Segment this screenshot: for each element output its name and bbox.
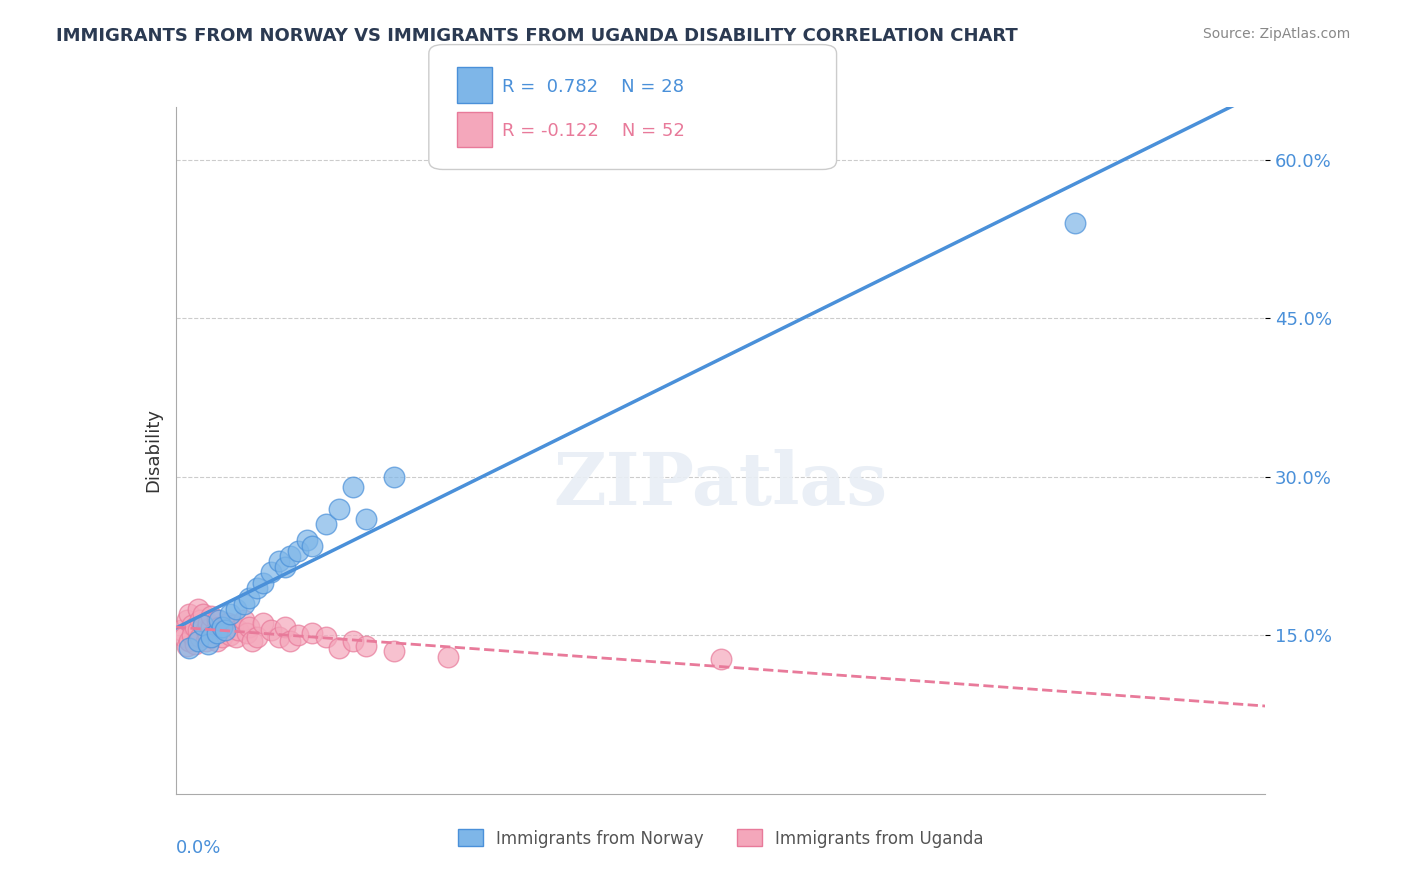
Point [194, 623, 217, 637]
Point [188, 613, 211, 627]
Point [191, 617, 214, 632]
Point [278, 633, 301, 648]
Point [211, 631, 233, 645]
Point [214, 623, 236, 637]
Point [274, 559, 297, 574]
Point [295, 533, 318, 548]
Point [301, 539, 323, 553]
Point [197, 637, 219, 651]
Point [274, 620, 297, 634]
Point [186, 633, 209, 648]
Point [246, 581, 269, 595]
Text: R =  0.782    N = 28: R = 0.782 N = 28 [502, 78, 683, 95]
Point [287, 628, 309, 642]
Text: 0.0%: 0.0% [176, 838, 221, 856]
Point [260, 565, 283, 579]
Point [184, 637, 207, 651]
Point [382, 644, 405, 658]
Point [179, 641, 201, 656]
Y-axis label: Disability: Disability [143, 409, 162, 492]
Point [181, 617, 204, 632]
Point [356, 639, 378, 653]
Point [197, 615, 219, 630]
Point [287, 544, 309, 558]
Point [191, 607, 214, 622]
Point [246, 631, 269, 645]
Point [328, 501, 350, 516]
Point [235, 626, 257, 640]
Point [225, 631, 247, 645]
Point [260, 623, 283, 637]
Point [202, 626, 225, 640]
Point [208, 620, 231, 634]
Point [232, 597, 254, 611]
Point [217, 615, 239, 630]
Point [176, 639, 198, 653]
Point [205, 633, 228, 648]
Point [200, 609, 222, 624]
Point [205, 626, 228, 640]
Point [238, 591, 260, 606]
Point [219, 628, 242, 642]
Text: Source: ZipAtlas.com: Source: ZipAtlas.com [1202, 27, 1350, 41]
Point [188, 631, 211, 645]
Point [173, 631, 195, 645]
Point [382, 470, 405, 484]
Point [181, 628, 204, 642]
Point [240, 633, 263, 648]
Point [222, 617, 245, 632]
Point [208, 613, 231, 627]
Point [315, 517, 337, 532]
Point [301, 626, 323, 640]
Point [179, 633, 201, 648]
Point [211, 620, 233, 634]
Point [252, 615, 274, 630]
Point [225, 602, 247, 616]
Point [194, 633, 217, 648]
Point [437, 649, 460, 664]
Point [186, 623, 209, 637]
Point [342, 633, 364, 648]
Point [228, 623, 250, 637]
Point [200, 631, 222, 645]
Point [176, 613, 198, 627]
Text: R = -0.122    N = 52: R = -0.122 N = 52 [502, 122, 685, 140]
Point [191, 617, 214, 632]
Point [269, 631, 291, 645]
Point [200, 620, 222, 634]
Point [269, 554, 291, 568]
Legend: Immigrants from Norway, Immigrants from Uganda: Immigrants from Norway, Immigrants from … [451, 822, 990, 855]
Point [197, 631, 219, 645]
Point [219, 607, 242, 622]
Point [170, 623, 193, 637]
Point [710, 651, 733, 665]
Point [328, 641, 350, 656]
Point [214, 623, 236, 637]
Point [315, 631, 337, 645]
Point [1063, 216, 1085, 230]
Point [342, 480, 364, 494]
Text: IMMIGRANTS FROM NORWAY VS IMMIGRANTS FROM UGANDA DISABILITY CORRELATION CHART: IMMIGRANTS FROM NORWAY VS IMMIGRANTS FRO… [56, 27, 1018, 45]
Point [179, 607, 201, 622]
Point [232, 613, 254, 627]
Point [184, 620, 207, 634]
Point [205, 613, 228, 627]
Text: ZIPatlas: ZIPatlas [554, 450, 887, 520]
Point [238, 620, 260, 634]
Point [252, 575, 274, 590]
Point [278, 549, 301, 563]
Point [186, 602, 209, 616]
Point [356, 512, 378, 526]
